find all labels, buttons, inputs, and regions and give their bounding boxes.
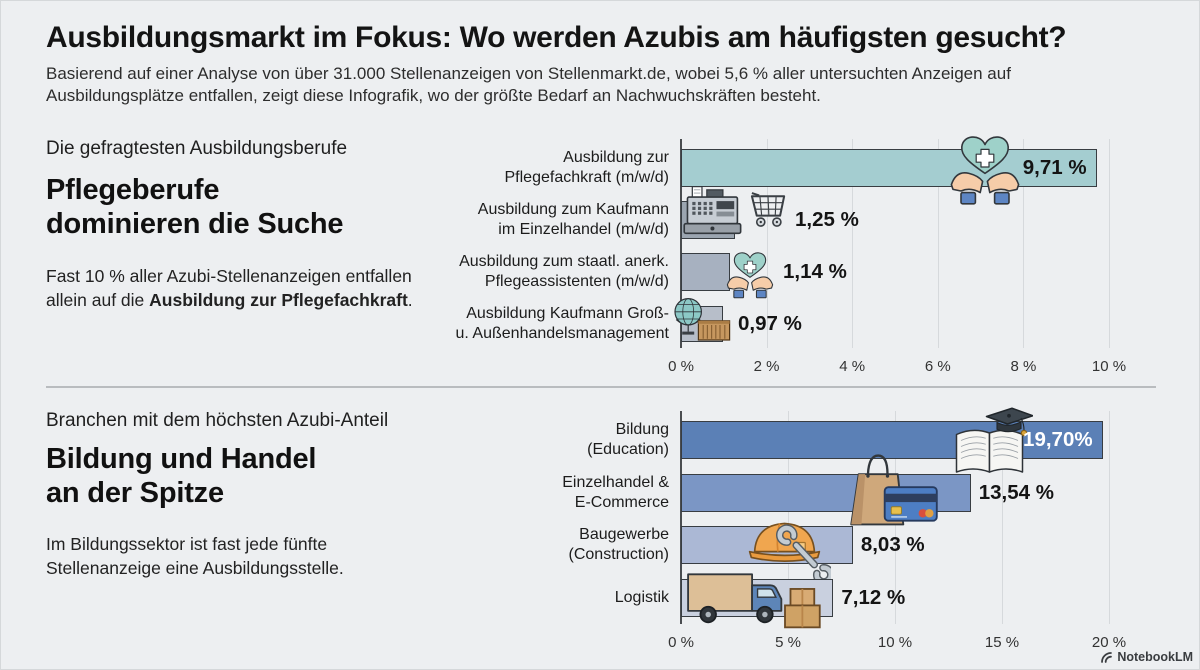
section1-body-suffix: .: [407, 290, 413, 310]
category-label: Ausbildung zum Kaufmann im Einzelhandel …: [477, 201, 669, 238]
notebooklm-brand: NotebookLM: [1100, 650, 1193, 664]
y-axis-line: [680, 411, 682, 624]
x-tick-label: 20 %: [1091, 634, 1127, 651]
gridline: [766, 139, 768, 348]
section-divider: [46, 386, 1156, 388]
gridline: [1109, 411, 1110, 624]
bar-value: 0,97 %: [738, 312, 802, 335]
bar-value: 8,03 %: [860, 533, 925, 556]
x-tick-label: 10 %: [877, 634, 913, 651]
category-label: Bildung (Education): [587, 421, 669, 458]
gridline: [1023, 139, 1025, 348]
bar: [681, 149, 1097, 187]
x-tick-label: 6 %: [924, 358, 951, 375]
x-tick-label: 0 %: [668, 634, 694, 651]
bar: [681, 421, 1103, 459]
x-tick-label: 15 %: [984, 634, 1020, 651]
gridline: [1002, 411, 1003, 624]
section2-body: Im Bildungssektor ist fast jede fünfte S…: [46, 532, 431, 580]
x-tick-label: 5 %: [775, 634, 801, 651]
page-title: Ausbildungsmarkt im Fokus: Wo werden Azu…: [46, 21, 1067, 54]
x-tick-label: 4 %: [839, 358, 866, 375]
notebooklm-label: NotebookLM: [1117, 650, 1193, 664]
bar: [681, 253, 730, 291]
bar-value: 9,71 %: [1022, 156, 1087, 179]
notebooklm-logo-icon: [1100, 651, 1113, 664]
section1-body: Fast 10 % aller Azubi-Stellenanzeigen en…: [46, 264, 416, 312]
gridline: [937, 139, 939, 348]
chart-top-apprenticeships: 0 % 2 % 4 % 6 % 8 % 10 % Ausbildung zur Pflege…: [451, 134, 1161, 394]
gridline: [852, 139, 854, 348]
bag-card-icon: [849, 450, 939, 530]
x-tick-label: 8 %: [1010, 358, 1037, 375]
section1-heading: Pflegeberufe dominieren die Suche: [46, 174, 344, 240]
care-heart-hands-icon: [723, 245, 777, 301]
truck-boxes-icon: [681, 567, 825, 631]
y-axis-line: [680, 139, 682, 348]
section1-body-prefix: Fast 10 % aller Azubi-Stellenanzeigen en…: [46, 266, 412, 310]
book-gradcap-icon: [949, 399, 1033, 485]
category-label: Ausbildung zum staatl. anerk. Pflegeassi…: [459, 253, 669, 290]
category-label: Einzelhandel & E-Commerce: [562, 474, 669, 511]
category-label: Ausbildung Kaufmann Groß- u. Außenhandel…: [455, 305, 669, 342]
cash-register-cart-icon: [681, 185, 789, 243]
category-label: Ausbildung zur Pflegefachkraft (m/w/d): [504, 149, 670, 186]
section1-body-bold: Ausbildung zur Pflegefachkraft: [149, 290, 408, 310]
section2-body-prefix: Im Bildungssektor ist fast jede fünfte S…: [46, 534, 344, 578]
page-subtitle: Basierend auf einer Analyse von über 31.…: [46, 64, 1011, 105]
bar-value: 7,12 %: [841, 586, 906, 609]
globe-container-icon: [672, 295, 732, 349]
bar-value: 1,14 %: [783, 260, 847, 283]
bar-value: 19,70%: [1023, 428, 1093, 451]
x-tick-label: 10 %: [1091, 358, 1127, 375]
x-tick-label: 2 %: [753, 358, 780, 375]
x-tick-label: 0 %: [668, 358, 694, 375]
category-label: Baugewerbe (Construction): [568, 526, 669, 563]
hardhat-wrench-icon: [743, 508, 831, 582]
gridline: [1109, 139, 1110, 348]
category-label: Logistik: [614, 589, 669, 606]
chart-top-industries: 0 % 5 % 10 % 15 % 20 % Bildung (Education) 19…: [451, 406, 1161, 666]
bar-value: 1,25 %: [795, 208, 859, 231]
section2-eyebrow: Branchen mit dem höchsten Azubi-Anteil: [46, 410, 389, 431]
section2-heading: Bildung und Handel an der Spitze: [46, 443, 317, 509]
bar-value: 13,54 %: [978, 481, 1054, 504]
section1-eyebrow: Die gefragtesten Ausbildungsberufe: [46, 138, 348, 159]
care-heart-hands-icon: [945, 125, 1025, 209]
gridline: [788, 411, 789, 624]
